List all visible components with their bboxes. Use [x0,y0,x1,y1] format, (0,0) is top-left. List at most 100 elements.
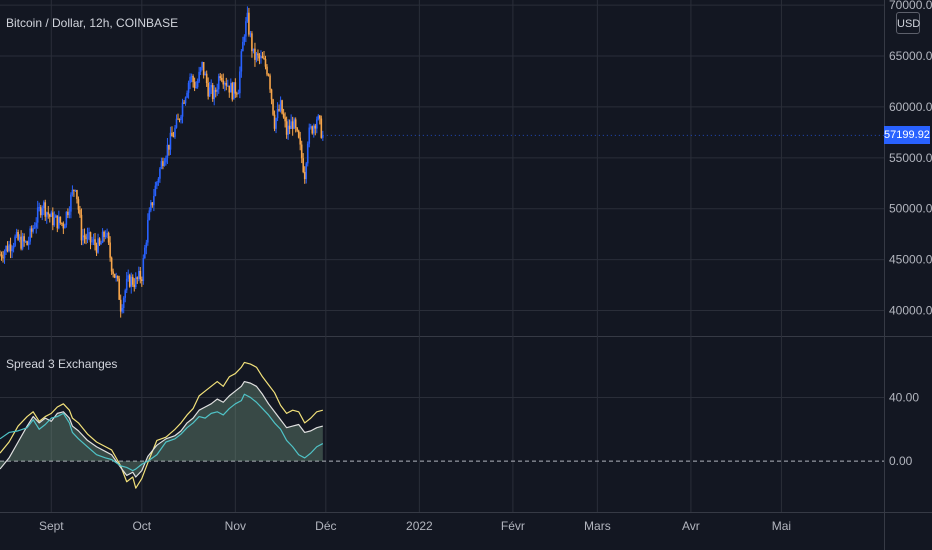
candle-body [222,80,225,85]
candle-body [177,118,179,120]
candle-body [317,115,320,120]
candle-body [112,271,114,274]
spread-area-fill [0,381,323,477]
candle-body [233,82,235,100]
candle-body [97,238,99,253]
candle-body [86,234,89,240]
candle-body [306,143,309,164]
candle-body [124,290,127,298]
candle-body [202,61,205,76]
candle-body [18,236,21,240]
candle-body [2,257,4,259]
candle-body [104,235,107,238]
candle-body [226,85,229,87]
candle-body [174,127,176,137]
spread-line-yellow[interactable] [0,361,323,489]
candle-body [12,245,15,249]
candle-body [198,71,200,82]
candle-body [290,121,292,129]
candle-body [3,251,6,259]
candle-body [148,210,151,220]
candle-body [150,202,152,211]
candle-body [113,273,116,278]
last-price-label: 57199.92 [884,126,930,145]
candle-body [65,211,68,225]
candle-body [36,207,39,223]
spread-line-teal[interactable] [0,393,324,472]
candle-body [284,117,286,122]
candle-body [263,58,265,60]
candle-body [119,299,122,312]
candle-body [175,118,178,128]
candle-body [257,53,259,56]
candle-body [6,245,9,252]
candle-body [264,58,267,67]
candle-body [147,219,149,243]
indicator-title[interactable]: Spread 3 Exchanges [6,357,117,371]
candle-body [219,76,222,78]
candle-body [121,308,123,312]
candle-body [109,242,111,258]
candle-body [225,83,228,86]
candle-body [291,121,294,129]
candle-body [251,33,253,52]
candle-body [213,90,216,100]
candle-body [95,245,98,253]
candle-body [236,93,238,95]
candle-body [237,93,240,95]
candle-body [231,83,234,100]
candle-body [255,53,258,60]
candle-body [261,56,264,59]
price-tick-label: 40000.00 [889,304,932,318]
candle-body [242,41,244,52]
candle-body [220,77,223,81]
price-tick-label: 60000.00 [889,100,932,114]
candle-body [56,215,59,229]
candle-body [115,276,117,278]
candle-body [312,125,315,134]
symbol-title[interactable]: Bitcoin / Dollar, 12h, COINBASE [6,16,178,30]
candle-body [20,236,22,249]
candle-body [79,209,81,215]
candle-body [293,119,295,129]
candle-body [142,258,145,282]
candle-body [276,109,279,119]
time-tick-label: Oct [132,519,151,533]
candle-body [27,241,30,246]
candle-body [53,217,56,226]
candle-body [17,231,19,240]
candle-body [267,74,270,76]
candle-body [23,236,25,242]
candle-body [260,56,262,59]
candle-body [77,199,80,210]
candle-body [39,207,42,216]
candle-body [141,279,143,282]
price-candles[interactable] [0,6,884,318]
candle-body [288,125,291,129]
candle-body [144,247,146,259]
candle-body [83,235,86,238]
spread-line-white[interactable] [0,380,323,478]
candle-body [193,82,196,88]
candle-body [254,48,256,60]
candle-body [183,102,185,104]
candle-body [100,242,102,245]
candle-body [82,235,84,241]
candle-body [41,208,44,216]
spread-indicator[interactable] [0,361,884,489]
candle-body [154,185,157,196]
candle-body [302,158,305,173]
currency-badge[interactable]: USD [896,12,920,34]
candle-body [196,81,199,88]
candle-body [266,66,268,75]
candle-body [35,222,38,228]
candle-body [245,21,247,37]
candle-body [131,276,134,285]
candle-body [8,244,10,252]
candle-body [101,231,104,243]
axis-layer: 40000.00 45000.00 50000.00 55000.00 60000.00… [39,0,932,533]
candle-body [73,189,75,191]
candle-body [207,83,209,97]
candle-body [217,76,220,90]
